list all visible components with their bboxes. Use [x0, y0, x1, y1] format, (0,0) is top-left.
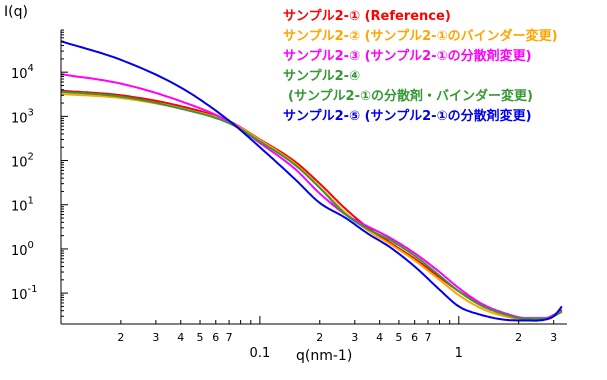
x-minor-tick-label: 3	[152, 331, 159, 344]
y-tick-label: 10-1	[11, 284, 38, 303]
y-tick-label: 102	[11, 152, 34, 171]
x-minor-tick-label: 6	[212, 331, 219, 344]
y-tick-label: 101	[11, 196, 34, 215]
legend-entry-3: サンプル2-③ (サンプル2-①の分散剤変更)	[283, 48, 532, 64]
x-major-tick-label: 0.1	[250, 346, 271, 361]
legend-entry-1: サンプル2-① (Reference)	[283, 9, 451, 24]
y-axis-title: I(q)	[4, 4, 28, 20]
y-tick-label: 104	[11, 63, 34, 82]
series-line-5	[60, 40, 563, 322]
legend-entry-5: サンプル2-⑤ (サンプル2-①の分散剤変更)	[283, 108, 532, 124]
x-axis-title: q(nm-1)	[296, 348, 352, 364]
x-minor-tick-label: 7	[226, 331, 233, 344]
x-minor-tick-label: 3	[351, 331, 358, 344]
x-minor-tick-label: 7	[424, 331, 431, 344]
x-minor-tick-label: 3	[550, 331, 557, 344]
y-tick-label: 103	[11, 107, 34, 126]
tick-layer	[60, 29, 555, 325]
x-minor-tick-label: 6	[411, 331, 418, 344]
x-minor-tick-label: 5	[197, 331, 204, 344]
legend-entry-4-line2: (サンプル2-①の分散剤・バインダー変更)	[288, 88, 533, 104]
legend-entry-4: サンプル2-④	[283, 69, 360, 84]
x-minor-tick-label: 4	[376, 331, 383, 344]
x-minor-tick-label: 2	[316, 331, 323, 344]
x-minor-tick-label: 4	[177, 331, 184, 344]
x-minor-tick-label: 2	[515, 331, 522, 344]
x-major-tick-label: 1	[455, 346, 463, 361]
series-layer	[60, 40, 563, 322]
y-tick-label: 100	[11, 240, 34, 259]
x-minor-tick-label: 5	[395, 331, 402, 344]
legend: サンプル2-① (Reference) サンプル2-② (サンプル2-①のバインダ…	[283, 9, 558, 124]
legend-entry-2: サンプル2-② (サンプル2-①のバインダー変更)	[283, 28, 558, 44]
series-line-4	[60, 90, 563, 320]
x-minor-tick-label: 2	[117, 331, 124, 344]
